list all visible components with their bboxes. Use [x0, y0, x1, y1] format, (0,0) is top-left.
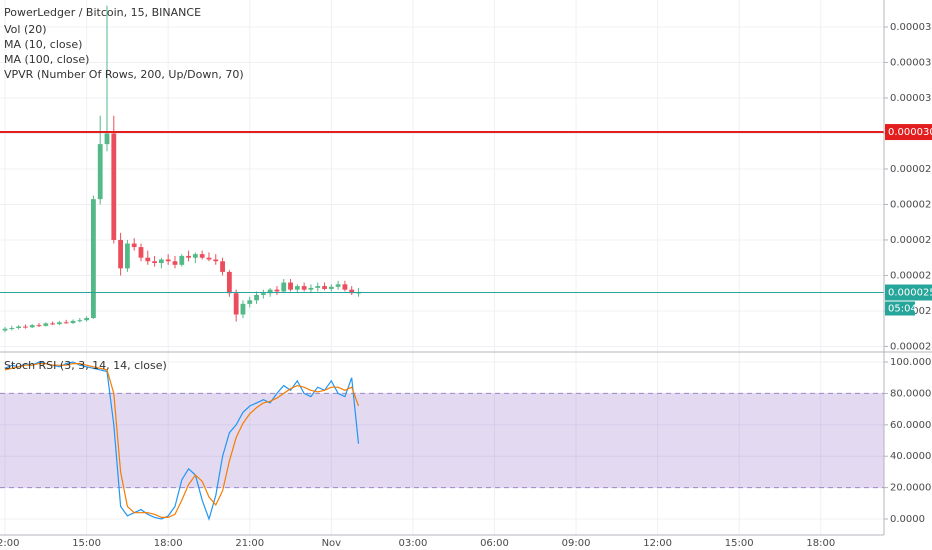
y-tick-label: 0.0000 — [890, 514, 925, 525]
candle-body — [192, 254, 198, 258]
candle-body — [172, 261, 178, 265]
y-tick-label: 40.0000 — [890, 451, 931, 462]
y-tick-label: 0.00002700 — [890, 235, 932, 246]
candle-body — [342, 284, 348, 290]
candle-body — [206, 257, 212, 260]
x-tick-label: 09:00 — [562, 538, 591, 549]
x-tick-label: 15:00 — [72, 538, 101, 549]
price-label: 0.00002552 — [888, 287, 932, 298]
candle-body — [179, 255, 185, 265]
candle-body — [240, 303, 246, 315]
candle-body — [267, 289, 273, 294]
marks — [0, 5, 884, 521]
candle-body — [301, 286, 307, 290]
candle-body — [294, 286, 300, 290]
candle-body — [138, 247, 144, 258]
y-tick-label: 100.0000 — [890, 357, 932, 368]
candle-body — [274, 289, 280, 292]
candle-body — [57, 322, 62, 325]
x-tick-label: 12:00 — [643, 538, 672, 549]
candle-body — [2, 328, 8, 331]
y-tick-label: 0.00002400 — [890, 341, 932, 352]
candle-body — [70, 320, 76, 324]
candle-body — [111, 133, 117, 240]
x-tick-label: 15:00 — [725, 538, 754, 549]
chart-title: PowerLedger / Bitcoin, 15, BINANCE — [4, 6, 201, 19]
y-tick-label: 20.0000 — [890, 483, 931, 494]
candle-body — [260, 293, 266, 295]
x-tick-label: Nov — [322, 538, 342, 549]
x-tick-label: 03:00 — [398, 538, 427, 549]
candle-body — [349, 289, 355, 294]
candle-body — [186, 255, 191, 258]
indicator-label: Vol (20) — [4, 23, 47, 36]
candle-body — [165, 259, 171, 262]
grid — [0, 0, 884, 535]
candle-body — [213, 259, 219, 262]
candle-body — [91, 199, 96, 319]
x-tick-label: 18:00 — [806, 538, 835, 549]
indicator-label: VPVR (Number Of Rows, 200, Up/Down, 70) — [4, 68, 244, 81]
x-tick-label: 06:00 — [480, 538, 509, 549]
candle-body — [281, 282, 287, 292]
y-tick-label: 0.00002900 — [890, 164, 932, 175]
candle-body — [152, 261, 157, 264]
y-tick-label: 60.0000 — [890, 420, 931, 431]
candle-body — [50, 323, 56, 325]
candle-body — [118, 239, 123, 269]
y-tick-label: 0.00003100 — [890, 93, 932, 104]
candle-body — [247, 300, 253, 304]
candle-body — [308, 287, 314, 290]
pane-title: Stoch RSI (3, 3, 14, 14, close) — [4, 359, 167, 372]
candle-body — [226, 271, 232, 294]
countdown-bg — [885, 301, 915, 316]
candle-body — [63, 322, 69, 324]
price-label: 0.00003004 — [888, 127, 932, 138]
stoch-band — [0, 393, 884, 488]
price-label-bg — [885, 284, 932, 301]
candle-body — [124, 243, 130, 269]
candle-body — [158, 259, 164, 264]
candle-body — [315, 286, 321, 288]
candle-body — [16, 326, 22, 328]
x-tick-label: 12:00 — [0, 538, 19, 549]
indicator-label: MA (100, close) — [4, 53, 89, 66]
candle-body — [335, 284, 341, 287]
countdown: 05:04 — [888, 303, 917, 314]
candle-body — [97, 144, 103, 200]
y-tick-label: 0.00002800 — [890, 199, 932, 210]
stoch-line — [4, 363, 360, 518]
candle-body — [145, 257, 151, 262]
y-tick-label: 0.00003200 — [890, 57, 932, 68]
candle-body — [288, 282, 293, 290]
indicator-label: MA (10, close) — [4, 38, 82, 51]
candle-body — [131, 243, 137, 248]
candle-body — [322, 286, 327, 289]
candle-body — [29, 325, 35, 328]
candle-body — [254, 294, 259, 301]
candle-body — [23, 326, 28, 328]
candle-body — [43, 323, 49, 326]
candle-body — [36, 325, 42, 327]
y-tick-label: 80.0000 — [890, 388, 931, 399]
labels: 12:00 15:00 18:00 21:00 Nov 03:00 06:00 09:00 12… — [0, 22, 932, 549]
y-tick-label: 0.00003300 — [890, 22, 932, 33]
candle-body — [77, 320, 83, 322]
candle-body — [233, 293, 239, 315]
x-tick-label: 21:00 — [235, 538, 264, 549]
candle-body — [9, 327, 15, 329]
y-tick-label: 0.00002600 — [890, 270, 932, 281]
candle-body — [104, 133, 110, 145]
x-tick-label: 18:00 — [154, 538, 183, 549]
candle-body — [328, 286, 334, 289]
price-label-bg — [885, 124, 932, 141]
candle-body — [220, 261, 225, 272]
candle-body — [199, 254, 205, 258]
candle-body — [84, 318, 90, 321]
